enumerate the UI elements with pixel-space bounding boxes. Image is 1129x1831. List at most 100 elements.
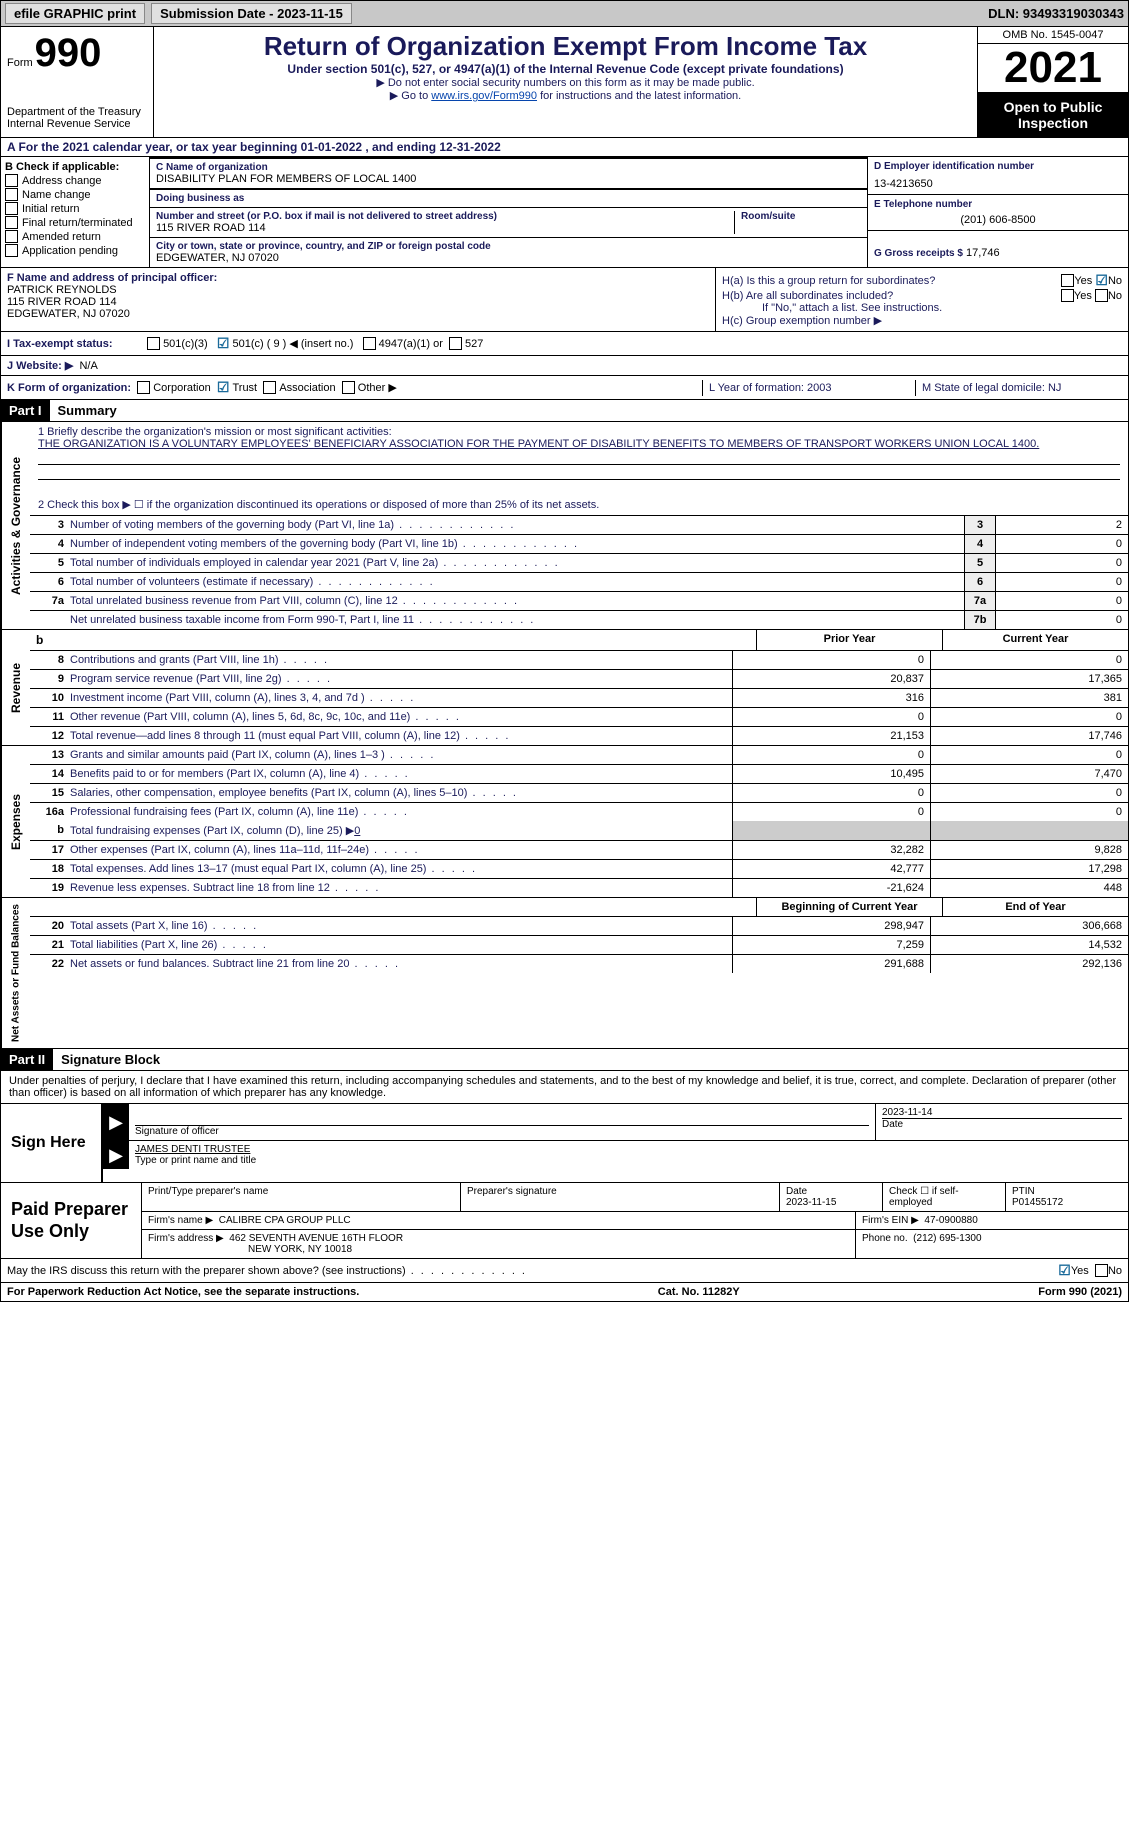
side-label-expenses: Expenses — [1, 746, 30, 897]
chk-address-change[interactable]: Address change — [5, 174, 145, 187]
submission-date-button[interactable]: Submission Date - 2023-11-15 — [151, 3, 352, 24]
discuss-no-box[interactable] — [1095, 1264, 1108, 1277]
paid-preparer-block: Paid Preparer Use Only Print/Type prepar… — [0, 1183, 1129, 1259]
l-formation: L Year of formation: 2003 — [702, 380, 915, 396]
part-i-badge: Part I — [1, 400, 50, 421]
org-name-label: C Name of organization — [156, 162, 861, 173]
ha-label: H(a) Is this a group return for subordin… — [722, 275, 1061, 287]
chk-corp[interactable] — [137, 381, 150, 394]
chk-name-change[interactable]: Name change — [5, 188, 145, 201]
chk-application-pending[interactable]: Application pending — [5, 244, 145, 257]
firm-ein: 47-0900880 — [924, 1215, 977, 1226]
prep-ptin-head: PTIN — [1012, 1186, 1035, 1197]
part-ii-badge: Part II — [1, 1049, 53, 1070]
chk-assoc[interactable] — [263, 381, 276, 394]
prep-date-head: Date — [786, 1186, 807, 1197]
gov-line: 4 Number of independent voting members o… — [30, 535, 1128, 554]
signer-name-label: Type or print name and title — [135, 1155, 1122, 1166]
summary-line: 13 Grants and similar amounts paid (Part… — [30, 746, 1128, 765]
arrow-icon: ▶ — [103, 1141, 129, 1169]
form-number: 990 — [35, 31, 102, 76]
officer-group-row: F Name and address of principal officer:… — [0, 268, 1129, 332]
firm-name: CALIBRE CPA GROUP PLLC — [219, 1215, 351, 1226]
col-b-label: B Check if applicable: — [5, 161, 145, 173]
footer-cat: Cat. No. 11282Y — [658, 1286, 740, 1298]
prep-date: 2023-11-15 — [786, 1197, 836, 1208]
irs-link[interactable]: www.irs.gov/Form990 — [431, 90, 537, 102]
firm-phone: (212) 695-1300 — [913, 1233, 981, 1244]
col-head-beginning: Beginning of Current Year — [756, 898, 942, 916]
part-ii-title: Signature Block — [53, 1052, 160, 1067]
summary-line: 15 Salaries, other compensation, employe… — [30, 784, 1128, 803]
col-c-org-info: C Name of organization DISABILITY PLAN F… — [150, 157, 867, 267]
col-f-officer: F Name and address of principal officer:… — [1, 268, 716, 331]
addr-value: 115 RIVER ROAD 114 — [156, 222, 728, 234]
side-label-revenue: Revenue — [1, 630, 30, 745]
summary-line: 12 Total revenue—add lines 8 through 11 … — [30, 727, 1128, 745]
chk-501c3[interactable] — [147, 337, 160, 350]
prep-sig-head: Preparer's signature — [461, 1183, 780, 1211]
title-box: Return of Organization Exempt From Incom… — [154, 27, 977, 137]
gov-line: 6 Total number of volunteers (estimate i… — [30, 573, 1128, 592]
city-label: City or town, state or province, country… — [156, 241, 861, 252]
hc-label: H(c) Group exemption number ▶ — [722, 314, 1122, 327]
col-head-b: b — [30, 630, 70, 650]
gross-label: G Gross receipts $ — [874, 248, 963, 259]
revenue-col-head: b Prior Year Current Year — [30, 630, 1128, 651]
col-head-current: Current Year — [942, 630, 1128, 650]
signer-name: JAMES DENTI TRUSTEE — [135, 1144, 1122, 1155]
mission-label: 1 Briefly describe the organization's mi… — [38, 426, 1120, 438]
summary-line: 11 Other revenue (Part VIII, column (A),… — [30, 708, 1128, 727]
col-h-group: H(a) Is this a group return for subordin… — [716, 268, 1128, 331]
hb-yes-box[interactable] — [1061, 289, 1074, 302]
prep-name-head: Print/Type preparer's name — [142, 1183, 461, 1211]
16b-current-grey — [930, 821, 1128, 840]
firm-addr1: 462 SEVENTH AVENUE 16TH FLOOR — [229, 1233, 403, 1244]
year-box: OMB No. 1545-0047 2021 Open to Public In… — [977, 27, 1128, 137]
gov-line: 7a Total unrelated business revenue from… — [30, 592, 1128, 611]
gov-line: Net unrelated business taxable income fr… — [30, 611, 1128, 629]
dba-label: Doing business as — [156, 193, 861, 204]
ein-label: D Employer identification number — [874, 161, 1122, 172]
firm-name-label: Firm's name ▶ — [148, 1215, 213, 1226]
footer-left: For Paperwork Reduction Act Notice, see … — [7, 1286, 359, 1298]
addr-label: Number and street (or P.O. box if mail i… — [156, 211, 728, 222]
chk-527[interactable] — [449, 337, 462, 350]
line2-discontinued: 2 Check this box ▶ ☐ if the organization… — [38, 498, 1120, 511]
section-revenue: Revenue b Prior Year Current Year 8 Cont… — [0, 630, 1129, 746]
open-inspection: Open to Public Inspection — [978, 93, 1128, 137]
row-a-period: A For the 2021 calendar year, or tax yea… — [0, 138, 1129, 157]
chk-4947[interactable] — [363, 337, 376, 350]
summary-line: 19 Revenue less expenses. Subtract line … — [30, 879, 1128, 897]
chk-other[interactable] — [342, 381, 355, 394]
chk-initial-return[interactable]: Initial return — [5, 202, 145, 215]
form-header: Form 990 Department of the Treasury Inte… — [0, 27, 1129, 138]
room-label: Room/suite — [741, 211, 861, 222]
side-label-governance: Activities & Governance — [1, 422, 30, 629]
form-title: Return of Organization Exempt From Incom… — [162, 31, 969, 62]
summary-line: 14 Benefits paid to or for members (Part… — [30, 765, 1128, 784]
gross-value: 17,746 — [966, 247, 1000, 259]
efile-print-button[interactable]: efile GRAPHIC print — [5, 3, 145, 24]
ha-no-check-icon: ☑ — [1095, 272, 1108, 289]
mission-text: THE ORGANIZATION IS A VOLUNTARY EMPLOYEE… — [38, 438, 1120, 450]
part-i-title: Summary — [50, 403, 117, 418]
ha-yes-box[interactable] — [1061, 274, 1074, 287]
hb-no-box[interactable] — [1095, 289, 1108, 302]
row-i-status: I Tax-exempt status: 501(c)(3) ☑ 501(c) … — [0, 332, 1129, 356]
sig-date: 2023-11-14 — [882, 1107, 1122, 1118]
main-info: B Check if applicable: Address change Na… — [0, 157, 1129, 268]
section-net-assets: Net Assets or Fund Balances Beginning of… — [0, 898, 1129, 1049]
line-16b: b Total fundraising expenses (Part IX, c… — [30, 821, 1128, 841]
part-i-header: Part I Summary — [0, 400, 1129, 422]
irs-label: Internal Revenue Service — [7, 118, 147, 130]
sig-date-label: Date — [882, 1118, 1122, 1130]
chk-amended[interactable]: Amended return — [5, 230, 145, 243]
status-label: I Tax-exempt status: — [7, 338, 147, 350]
chk-final-return[interactable]: Final return/terminated — [5, 216, 145, 229]
website-label: J Website: ▶ — [7, 359, 73, 372]
prep-label: Paid Preparer Use Only — [1, 1183, 142, 1258]
firm-addr-label: Firm's address ▶ — [148, 1233, 224, 1244]
mission-block: 1 Briefly describe the organization's mi… — [30, 422, 1128, 516]
top-bar: efile GRAPHIC print Submission Date - 20… — [0, 0, 1129, 27]
